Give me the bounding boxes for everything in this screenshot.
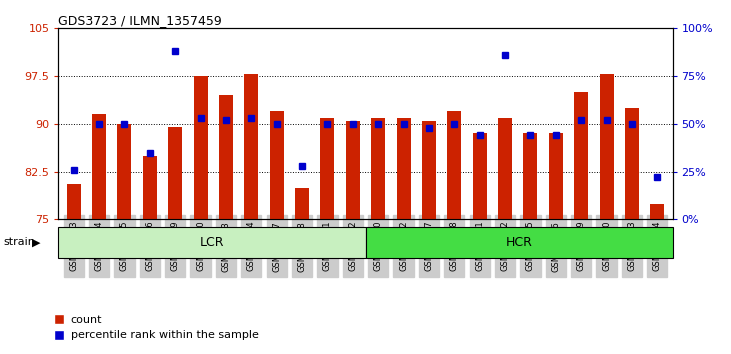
Bar <box>498 118 512 219</box>
Bar <box>346 121 360 219</box>
Bar <box>92 114 106 219</box>
Bar <box>523 133 537 219</box>
Bar <box>270 111 284 219</box>
Legend: count, percentile rank within the sample: count, percentile rank within the sample <box>50 310 263 345</box>
Bar <box>599 74 613 219</box>
Bar <box>549 133 563 219</box>
Bar <box>371 118 385 219</box>
Text: strain: strain <box>4 238 36 247</box>
Bar <box>366 227 673 258</box>
Bar <box>194 76 208 219</box>
Bar <box>320 118 334 219</box>
Bar <box>422 121 436 219</box>
Text: LCR: LCR <box>200 236 224 249</box>
Bar <box>143 156 157 219</box>
Bar <box>67 184 80 219</box>
Bar <box>625 108 639 219</box>
Bar <box>118 124 132 219</box>
Bar <box>397 118 411 219</box>
Bar <box>58 227 366 258</box>
Bar <box>447 111 461 219</box>
Bar <box>574 92 588 219</box>
Text: GDS3723 / ILMN_1357459: GDS3723 / ILMN_1357459 <box>58 14 222 27</box>
Text: HCR: HCR <box>506 236 532 249</box>
Bar <box>219 95 233 219</box>
Bar <box>168 127 182 219</box>
Bar <box>651 204 664 219</box>
Bar <box>473 133 487 219</box>
Text: ▶: ▶ <box>31 238 40 247</box>
Bar <box>244 74 258 219</box>
Bar <box>295 188 309 219</box>
